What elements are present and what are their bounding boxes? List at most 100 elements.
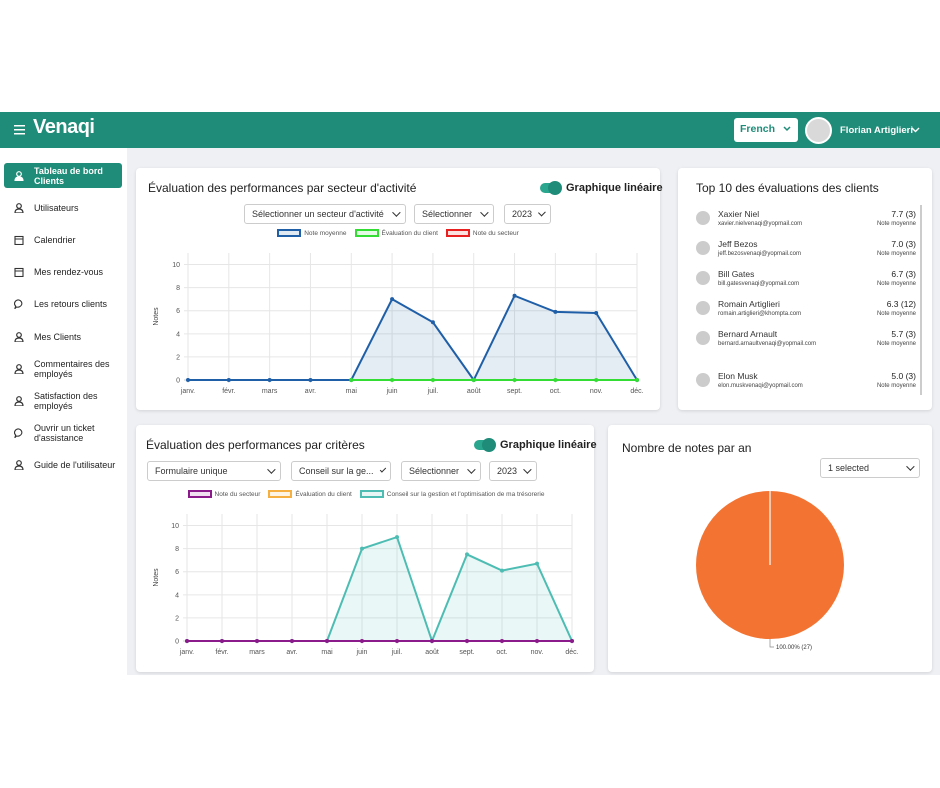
point: [430, 320, 435, 325]
point: [512, 378, 517, 382]
client-avatar: [696, 271, 710, 285]
x-tick-label: avr.: [286, 649, 297, 656]
filter[interactable]: Sélectionner: [414, 204, 494, 224]
legend-label: Note du secteur: [472, 229, 519, 237]
point: [186, 378, 190, 382]
icon-part: [14, 336, 24, 342]
client-score: 6.3 (12) Note moyenne: [877, 299, 916, 317]
score: 5.0 (3): [891, 371, 916, 381]
x-tick-label: juil.: [391, 649, 403, 656]
score: 6.3 (12): [886, 299, 916, 309]
nav-item[interactable]: Utilisateurs: [4, 195, 122, 220]
filter[interactable]: 2023: [504, 204, 551, 224]
point: [500, 639, 504, 643]
legend-swatch: [359, 490, 384, 498]
nav-item[interactable]: Les retours clients: [4, 291, 122, 316]
user-avatar[interactable]: [805, 117, 832, 144]
client-email: bernard.arnaultvenaqi@yopmail.com: [718, 341, 817, 347]
point: [465, 639, 469, 643]
nav-item[interactable]: Guide de l'utilisateur: [4, 452, 122, 477]
y-tick-label: 6: [176, 308, 180, 315]
nav-item[interactable]: Calendrier: [4, 227, 122, 252]
icon-part: [14, 400, 24, 406]
legend-label: Évaluation du client: [295, 490, 352, 498]
score: 7.0 (3): [891, 239, 916, 249]
filter[interactable]: 2023: [489, 461, 537, 481]
toggle-label: Graphique linéaire: [500, 439, 597, 451]
y-tick-label: 8: [176, 285, 180, 292]
legend-item: Conseil sur la gestion et l'optimisation…: [359, 490, 544, 498]
icon-part: [14, 298, 23, 309]
x-tick-label: mars: [249, 649, 265, 656]
point: [349, 378, 354, 382]
x-tick-label: juil.: [427, 388, 439, 395]
nav-label: Tableau de bord Clients: [34, 165, 103, 186]
legend-swatch: [354, 229, 379, 237]
nav-label: Commentaires des employés: [34, 358, 110, 379]
menu-icon[interactable]: [14, 125, 25, 135]
slice-label: 100.00% (27): [776, 645, 812, 651]
year-select[interactable]: 1 selected: [820, 458, 920, 478]
score-caption: Note moyenne: [876, 341, 916, 347]
point: [471, 378, 476, 382]
filter[interactable]: Sélectionner un secteur d'activité: [244, 204, 406, 224]
y-tick-label: 0: [175, 639, 179, 646]
point: [594, 311, 599, 316]
point: [255, 639, 259, 643]
icon-part: [14, 175, 24, 181]
nav-label: Guide de l'utilisateur: [34, 459, 116, 470]
filter[interactable]: Sélectionner: [401, 461, 481, 481]
area: [188, 295, 637, 380]
user-name[interactable]: Florian Artiglieri: [840, 125, 914, 136]
brand[interactable]: Venaqi: [33, 116, 95, 138]
nav-item[interactable]: Satisfaction des employés: [4, 388, 122, 413]
y-tick-label: 10: [172, 262, 180, 269]
point: [570, 639, 574, 643]
filter-text: Formulaire unique: [155, 466, 228, 476]
legend-label: Note moyenne: [304, 229, 347, 237]
icon-part: [14, 235, 24, 245]
nav-item[interactable]: Mes rendez-vous: [4, 259, 122, 284]
client-avatar: [696, 373, 710, 387]
language-select[interactable]: French: [734, 118, 798, 142]
x-tick-label: nov.: [590, 388, 603, 395]
chart-toggle[interactable]: Graphique linéaire: [540, 181, 663, 195]
y-tick-label: 6: [175, 569, 179, 576]
toggle-label: Graphique linéaire: [566, 182, 663, 194]
legend-swatch: [445, 229, 470, 237]
point: [360, 546, 364, 551]
client-score: 7.7 (3) Note moyenne: [877, 209, 916, 227]
area: [187, 537, 572, 641]
client-email: xavier.nielvenaqi@yopmail.com: [718, 221, 803, 227]
filter[interactable]: Formulaire unique: [147, 461, 281, 481]
nav-item[interactable]: Ouvrir un ticket d'assistance: [4, 420, 122, 445]
filter-text: 2023: [497, 466, 518, 476]
client-score: 5.7 (3) Note moyenne: [877, 329, 916, 347]
legend-item: Note moyenne: [277, 229, 347, 237]
nav-item[interactable]: Commentaires des employés: [4, 356, 122, 381]
nav-icon: [14, 202, 24, 213]
nav-icon: [14, 298, 23, 309]
point: [308, 378, 313, 382]
nav-item[interactable]: Mes Clients: [4, 324, 122, 349]
chart-toggle[interactable]: Graphique linéaire: [474, 438, 597, 452]
nav-item[interactable]: Tableau de bord Clients: [4, 163, 122, 188]
y-tick-label: 10: [171, 523, 179, 530]
line-chart: Notes 0 2 4 6 8 10 janv. févr. mars avr. mai juin jui…: [153, 253, 644, 395]
point: [465, 552, 469, 557]
filter[interactable]: Conseil sur la ge...: [291, 461, 391, 481]
legend-swatch: [268, 490, 293, 498]
score-caption: Note moyenne: [876, 311, 916, 317]
client-name: Jeff Bezos: [718, 239, 758, 249]
filter-text: Sélectionner un secteur d'activité: [252, 209, 384, 219]
score-caption: Note moyenne: [876, 221, 916, 227]
x-tick-label: nov.: [531, 649, 544, 656]
x-tick-label: mai: [346, 388, 358, 395]
x-tick-label: oct.: [550, 388, 561, 395]
user-chevron[interactable]: [911, 127, 920, 133]
y-axis-label: Notes: [153, 307, 160, 326]
point: [535, 561, 539, 566]
legend-swatch: [277, 229, 302, 237]
client-name: Xaxier Niel: [718, 209, 760, 219]
x-tick-label: sept.: [507, 388, 522, 395]
